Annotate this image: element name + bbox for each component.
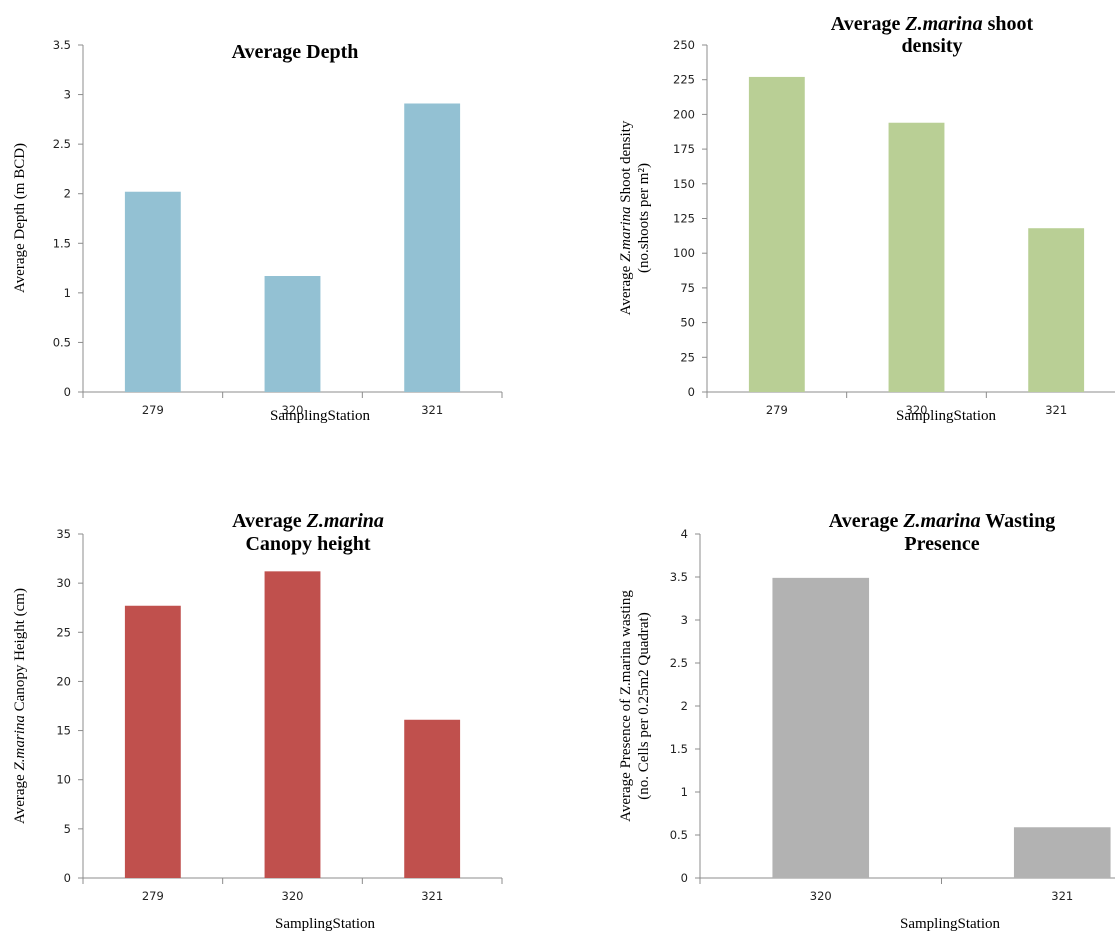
x-tick-label: 279	[142, 403, 164, 417]
chart-title: Average Z.marina shoot density	[831, 13, 1034, 57]
x-tick-label: 321	[421, 889, 443, 903]
y-tick-label: 0	[681, 871, 688, 885]
y-axis-title: Average Depth (m BCD)	[12, 143, 28, 293]
x-axis-title: SamplingStation	[275, 916, 376, 932]
y-tick-label: 0	[64, 871, 71, 885]
x-tick-label: 320	[282, 889, 304, 903]
y-tick-label: 0	[688, 385, 695, 399]
x-axis-title: SamplingStation	[270, 408, 371, 424]
y-tick-label: 1	[64, 286, 71, 300]
y-tick-label: 3	[681, 613, 688, 627]
y-tick-label: 20	[56, 674, 71, 688]
x-tick-label: 320	[810, 889, 832, 903]
y-tick-label: 175	[673, 142, 695, 156]
x-tick-label: 321	[421, 403, 443, 417]
y-tick-label: 0.5	[53, 335, 71, 349]
y-tick-label: 125	[673, 212, 695, 226]
bar-320	[264, 571, 321, 878]
y-tick-label: 250	[673, 38, 695, 52]
y-tick-label: 225	[673, 73, 695, 87]
y-tick-label: 30	[56, 576, 71, 590]
y-tick-label: 1.5	[53, 236, 71, 250]
y-tick-label: 2	[681, 699, 688, 713]
bar-320	[772, 577, 870, 878]
chart-title: Average Depth	[232, 41, 359, 63]
x-axis-title: SamplingStation	[896, 408, 997, 424]
y-tick-label: 10	[56, 773, 71, 787]
y-tick-label: 1.5	[670, 742, 688, 756]
bar-321	[1028, 228, 1085, 392]
x-tick-label: 320	[282, 403, 304, 417]
x-tick-label: 279	[766, 403, 788, 417]
y-tick-label: 3	[64, 88, 71, 102]
chart-panel-4: 0 0.5 1 1.5 2 2.5 3 3.5 4 320 321 Average Z.marina …	[618, 510, 1115, 932]
x-tick-label: 321	[1045, 403, 1067, 417]
x-tick-label: 320	[906, 403, 928, 417]
chart-panel-1: 0 0.5 1 1.5 2 2.5 3 3.5 279 320 321 Average Depth Sa…	[12, 38, 503, 424]
y-axis-title: Average Z.marina Shoot density (no.shoots…	[618, 120, 652, 315]
y-tick-label: 5	[64, 822, 71, 836]
y-tick-label: 2.5	[53, 137, 71, 151]
y-axis-title: Average Z.marina Canopy Height (cm)	[12, 588, 28, 824]
y-tick-label: 3.5	[53, 38, 71, 52]
chart-panel-2: 0 25 50 75 100 125 150 175 200 225 250 279 320 321 Ave…	[618, 13, 1115, 424]
y-tick-label: 50	[680, 316, 695, 330]
bar-279	[748, 76, 805, 392]
bar-321	[404, 719, 461, 878]
y-tick-label: 75	[680, 281, 695, 295]
chart-title: Average Z.marina Canopy height	[232, 510, 384, 555]
chart-title: Average Z.marina Wasting Presence	[829, 510, 1056, 555]
chart-panel-3: 0 5 10 15 20 25 30 35 279 320 321 Average Z.marina C…	[12, 510, 503, 932]
x-tick-label: 321	[1051, 889, 1073, 903]
y-tick-label: 1	[681, 785, 688, 799]
y-tick-label: 3.5	[670, 570, 688, 584]
y-tick-label: 25	[56, 625, 71, 639]
y-tick-label: 200	[673, 107, 695, 121]
bar-321	[404, 103, 461, 392]
y-tick-label: 0.5	[670, 828, 688, 842]
y-tick-label: 35	[56, 527, 71, 541]
bar-320	[264, 276, 321, 392]
bar-320	[888, 122, 945, 392]
x-tick-label: 279	[142, 889, 164, 903]
bar-279	[124, 191, 181, 392]
y-tick-label: 100	[673, 246, 695, 260]
x-axis-title: SamplingStation	[900, 916, 1001, 932]
y-tick-label: 2	[64, 187, 71, 201]
bar-321	[1013, 827, 1111, 878]
y-tick-label: 4	[681, 527, 688, 541]
y-tick-label: 15	[56, 724, 71, 738]
y-axis-title: Average Presence of Z.marina wasting (no.…	[618, 590, 652, 822]
y-tick-label: 25	[680, 350, 695, 364]
y-tick-label: 150	[673, 177, 695, 191]
bar-279	[124, 605, 181, 878]
y-tick-label: 0	[64, 385, 71, 399]
y-tick-label: 2.5	[670, 656, 688, 670]
